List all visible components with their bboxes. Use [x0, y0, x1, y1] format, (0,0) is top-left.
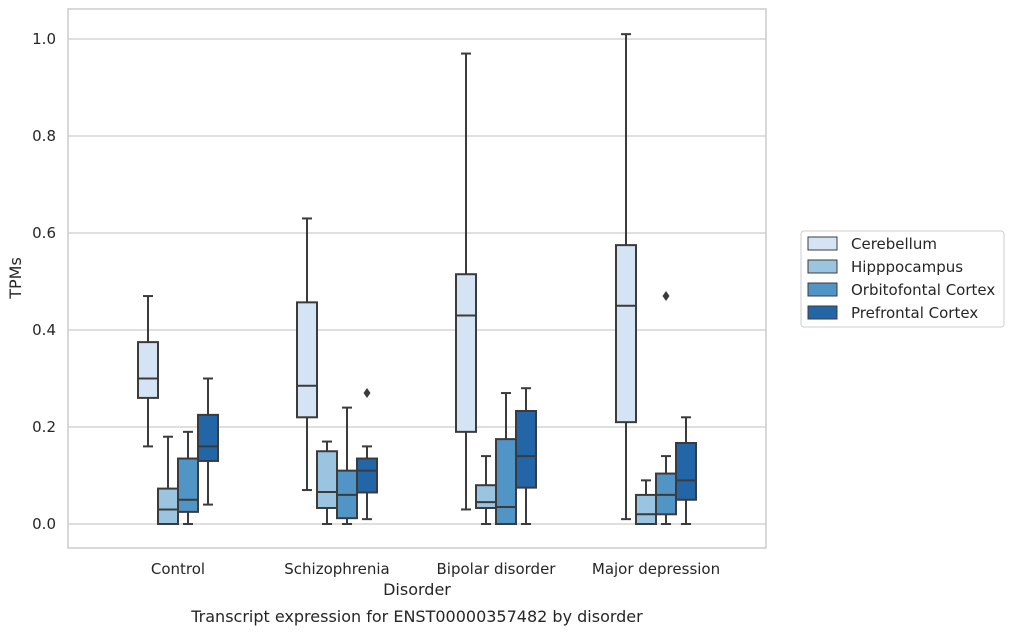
box-iqr [675, 442, 697, 501]
box-iqr [157, 487, 179, 525]
box [177, 430, 199, 525]
box-iqr [615, 244, 637, 424]
box [615, 33, 637, 521]
y-tick-label: 0.4 [32, 321, 56, 339]
legend-label: Hipppocampus [851, 258, 963, 276]
plot-frame [67, 8, 767, 549]
outlier-point [363, 388, 371, 399]
series-hipppocampus [157, 435, 657, 525]
box-series [137, 33, 697, 525]
legend-label: Orbitofontal Cortex [851, 281, 995, 299]
legend: Cerebellum Hipppocampus Orbitofontal Corte… [800, 230, 1005, 328]
series-prefrontal-cortex [197, 377, 697, 525]
outlier-point [662, 291, 670, 302]
box [157, 435, 179, 525]
legend-swatch [807, 259, 838, 274]
box [455, 52, 477, 511]
y-tick-label: 1.0 [32, 30, 56, 48]
x-tick-label: Major depression [592, 560, 720, 578]
box-iqr [635, 493, 657, 525]
x-tick-label: Control [151, 560, 205, 578]
y-axis: 0.0 0.2 0.4 0.6 0.8 1.0 [32, 30, 56, 533]
x-tick-label: Bipolar disorder [437, 560, 557, 578]
box [356, 388, 378, 521]
box [336, 406, 358, 525]
legend-frame [800, 230, 1005, 328]
y-tick-label: 0.8 [32, 127, 56, 145]
y-tick-label: 0.6 [32, 224, 56, 242]
chart-caption: Transcript expression for ENST0000035748… [190, 607, 643, 626]
legend-swatch [807, 305, 838, 320]
box [515, 387, 537, 525]
box-iqr [316, 450, 338, 509]
box-iqr [495, 438, 517, 525]
box-iqr [356, 457, 378, 494]
x-axis-title: Disorder [383, 580, 451, 599]
plot-area [68, 9, 766, 548]
box [137, 295, 159, 448]
legend-swatch [807, 236, 838, 251]
x-tick-label: Schizophrenia [284, 560, 389, 578]
y-tick-label: 0.0 [32, 515, 56, 533]
box-iqr [197, 413, 219, 462]
legend-swatch [807, 282, 838, 297]
box-iqr [475, 484, 497, 509]
box-iqr [296, 301, 318, 419]
box-iqr [455, 273, 477, 433]
box-iqr [137, 341, 159, 399]
series-cerebellum [137, 33, 637, 521]
y-tick-label: 0.2 [32, 418, 56, 436]
box [475, 455, 497, 525]
box [296, 217, 318, 492]
y-axis-title: TPMs [6, 257, 25, 300]
series-orbitofontal-cortex [177, 291, 677, 525]
legend-label: Cerebellum [851, 235, 937, 253]
x-axis: Control Schizophrenia Bipolar disorder Majo… [151, 560, 720, 578]
box-iqr [515, 409, 537, 489]
box-iqr [177, 457, 199, 513]
box [197, 377, 219, 506]
legend-label: Prefrontal Cortex [851, 304, 978, 322]
box [675, 416, 697, 525]
